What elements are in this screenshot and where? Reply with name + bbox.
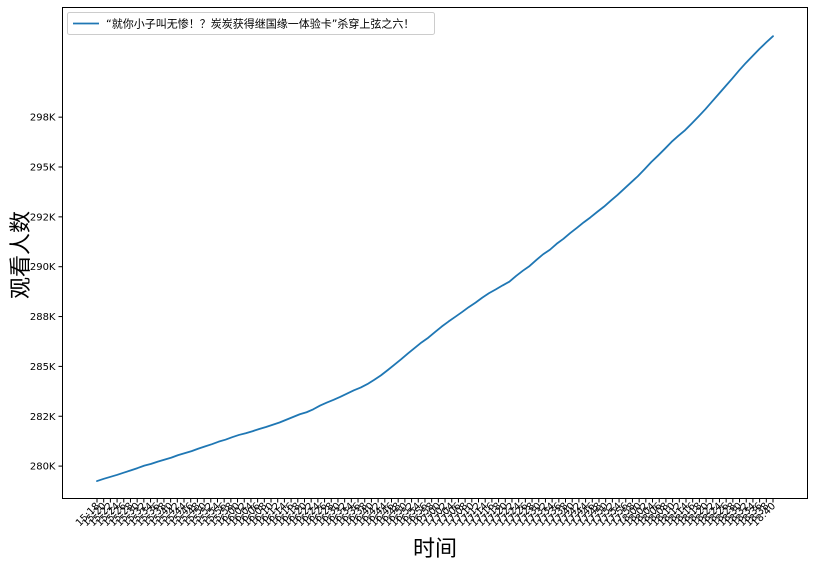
plot-frame	[62, 7, 808, 499]
legend-box	[67, 12, 435, 35]
y-tick-label-4: 290K	[30, 262, 56, 273]
y-axis-title: 观看人数	[9, 211, 34, 299]
y-tick-label-3: 288K	[30, 312, 56, 323]
y-tick-label-7: 298K	[30, 113, 56, 124]
y-axis-ticks: 280K 282K 285K 288K 290K 292K 295K 298K	[30, 113, 63, 473]
legend-label: “就你小子叫无惨！？炭炭获得继国缘一体验卡”杀穿上弦之六！	[106, 17, 414, 31]
legend: “就你小子叫无惨！？炭炭获得继国缘一体验卡”杀穿上弦之六！	[67, 12, 435, 35]
y-tick-label-2: 285K	[30, 362, 56, 373]
x-axis-ticks: 15:1815:2015:2215:2415:2615:2815:3015:32…	[74, 498, 778, 529]
y-tick-label-5: 292K	[30, 212, 56, 223]
y-tick-label-1: 282K	[30, 412, 56, 423]
x-axis-title: 时间	[413, 537, 457, 562]
y-tick-label-0: 280K	[30, 462, 56, 473]
y-tick-label-6: 295K	[30, 163, 56, 174]
series-line	[96, 35, 774, 482]
